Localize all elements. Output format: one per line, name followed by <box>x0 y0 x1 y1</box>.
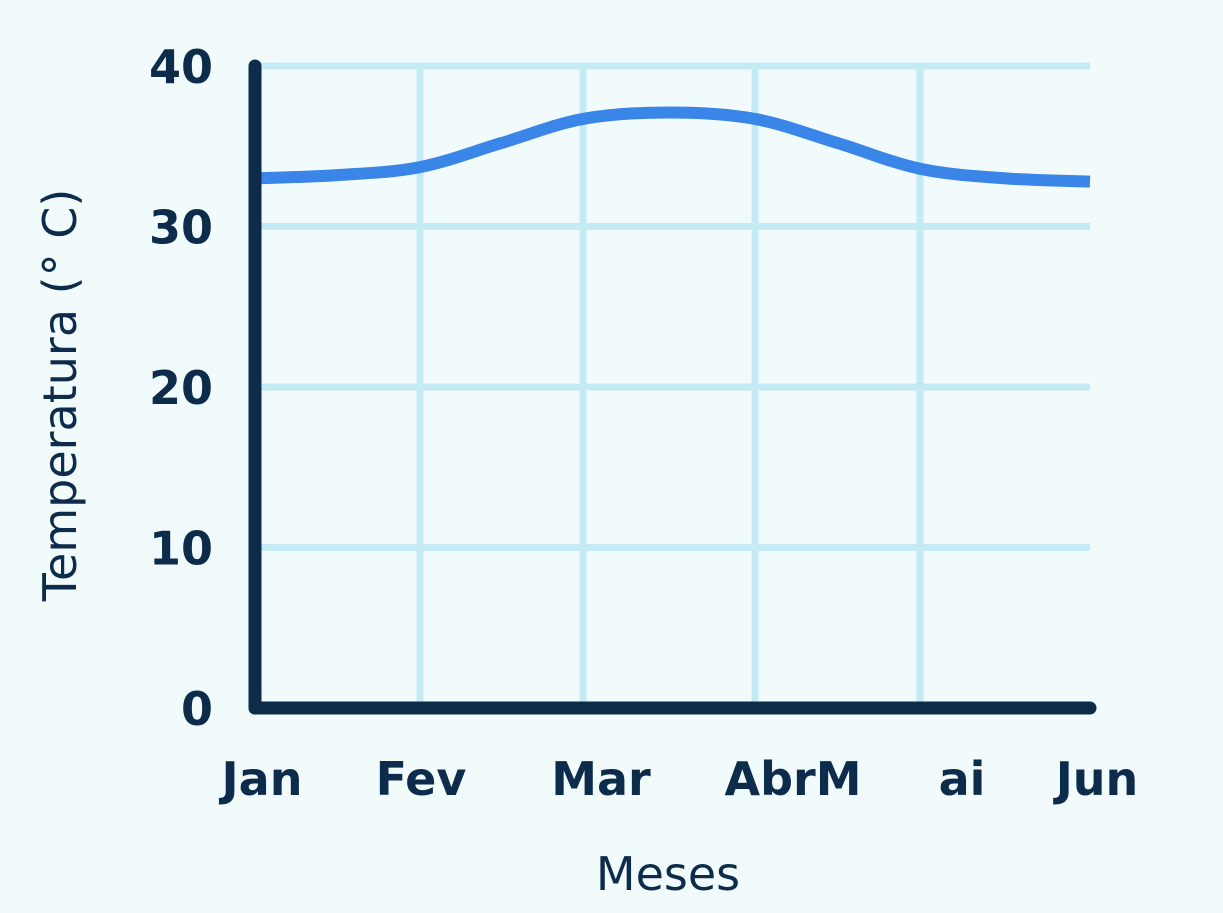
grid <box>255 62 1090 708</box>
x-tick-label-3: AbrM <box>725 752 862 806</box>
x-tick-label-1: Fev <box>376 752 467 806</box>
y-tick-label-1: 10 <box>149 522 213 576</box>
axes <box>248 59 1097 715</box>
x-tick-label-0: Jan <box>219 752 303 806</box>
y-tick-label-2: 20 <box>149 361 213 415</box>
x-axis-title: Meses <box>596 847 740 901</box>
series-layer <box>254 106 1091 188</box>
y-tick-label-0: 0 <box>181 682 213 736</box>
y-axis-title: Temperatura (° C) <box>33 189 87 603</box>
y-tick-labels: 0 10 20 30 40 <box>149 40 213 736</box>
series-line-0 <box>254 106 1091 188</box>
y-tick-label-3: 30 <box>149 201 213 255</box>
x-tick-label-5: Jun <box>1053 752 1139 806</box>
y-tick-label-4: 40 <box>149 40 213 94</box>
x-tick-label-4: ai <box>939 752 986 806</box>
x-tick-labels: Jan Fev Mar AbrM ai Jun <box>219 752 1139 806</box>
x-tick-label-2: Mar <box>551 752 651 806</box>
